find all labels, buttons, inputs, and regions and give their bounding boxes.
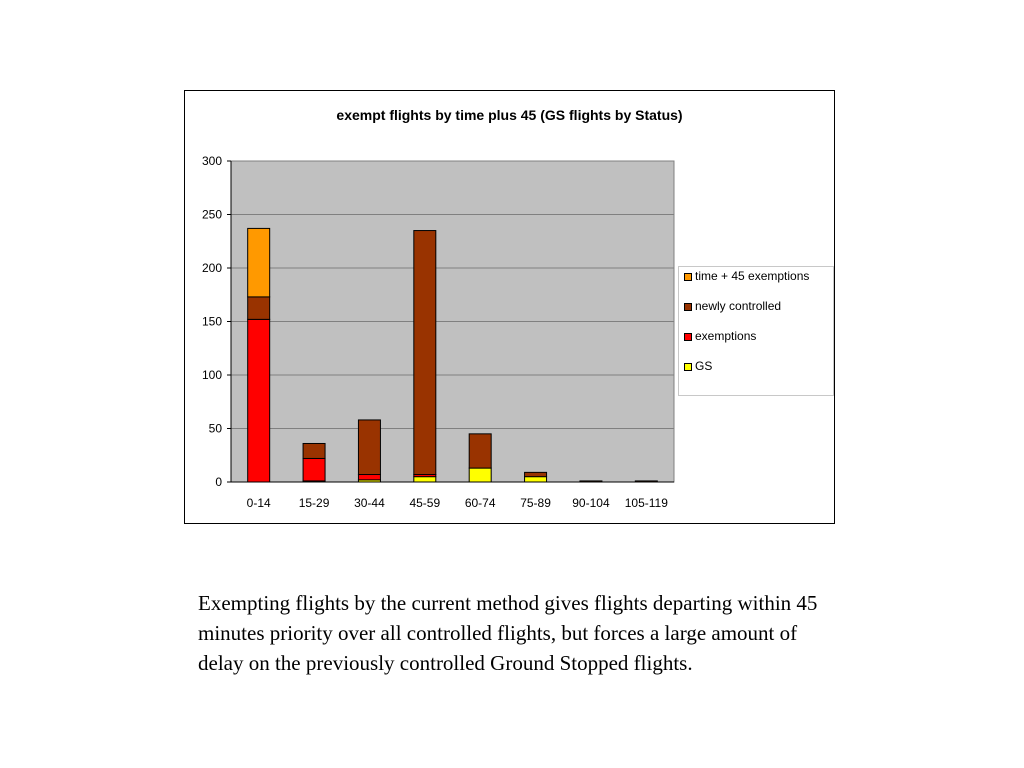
legend-swatch	[684, 333, 692, 341]
bar-segment	[357, 474, 381, 481]
bar-segment	[302, 457, 326, 482]
bar-segment	[634, 480, 658, 483]
legend-item-exemptions: exemptions	[684, 329, 831, 344]
chart-title: exempt flights by time plus 45 (GS fligh…	[336, 107, 683, 123]
x-tick-label: 30-44	[354, 496, 385, 510]
bar-segment	[357, 419, 381, 476]
bar-segment	[302, 442, 326, 459]
bar-segment	[247, 227, 271, 298]
chart-frame: exempt flights by time plus 45 (GS fligh…	[184, 90, 835, 524]
bar-segment	[524, 476, 548, 483]
y-tick-label: 0	[215, 475, 222, 489]
bar-segment	[468, 467, 492, 483]
legend-swatch	[684, 363, 692, 371]
x-tick-label: 60-74	[465, 496, 496, 510]
y-tick-label: 50	[209, 422, 223, 436]
x-tick-label: 105-119	[625, 496, 668, 510]
y-tick-label: 200	[202, 261, 222, 275]
legend-item-gs: GS	[684, 359, 831, 374]
bar-segment	[247, 296, 271, 320]
slide-caption: Exempting flights by the current method …	[198, 591, 818, 675]
y-tick-label: 100	[202, 368, 222, 382]
x-tick-label: 15-29	[299, 496, 330, 510]
bar-segment	[524, 471, 548, 478]
x-tick-label: 0-14	[247, 496, 271, 510]
y-tick-label: 300	[202, 154, 222, 168]
legend-swatch	[684, 273, 692, 281]
legend-swatch	[684, 303, 692, 311]
x-tick-label: 45-59	[409, 496, 440, 510]
bar-segment	[413, 230, 437, 476]
x-tick-label: 90-104	[572, 496, 610, 510]
legend-label: GS	[695, 359, 713, 373]
bar-segment	[413, 476, 437, 483]
bar-segment	[468, 433, 492, 469]
bar-chart: 300 250 200 150 100 50 0 0-14 15-29 30-44 45-59 60-…	[202, 154, 675, 510]
y-tick-label: 250	[202, 208, 222, 222]
bar-segment	[247, 318, 271, 483]
bar-segment	[579, 480, 603, 483]
y-tick-label: 150	[202, 315, 222, 329]
legend-label: time + 45 exemptions	[695, 269, 810, 283]
legend-label: exemptions	[695, 329, 757, 343]
chart-legend: time + 45 exemptions newly controlled ex…	[678, 266, 834, 396]
legend-label: newly controlled	[695, 299, 782, 313]
legend-item-time-plus-45-exemptions: time + 45 exemptions	[684, 269, 831, 284]
legend-item-newly-controlled: newly controlled	[684, 299, 831, 314]
x-tick-label: 75-89	[520, 496, 551, 510]
